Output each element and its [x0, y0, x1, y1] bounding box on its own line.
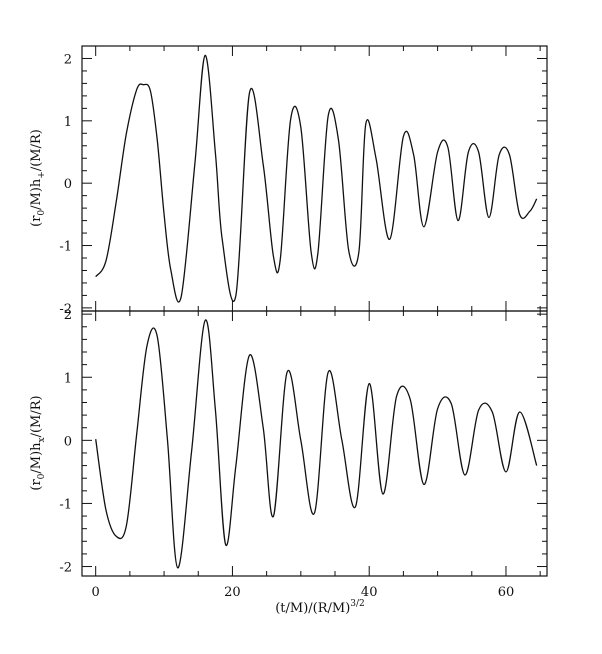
top-plot-frame [81, 45, 548, 312]
x-tick-label: 0 [92, 585, 100, 600]
bottom-y-tick-label: 1 [64, 371, 72, 386]
bottom-panel: -2 -1 0 1 2 0 20 40 60 (r0/M)hx/(M/R) (t/M)/(R/… [29, 308, 548, 616]
bottom-y-tick-label: -2 [59, 561, 72, 576]
top-y-tick-label: 1 [64, 115, 72, 130]
top-y-tick-label: 2 [64, 52, 72, 67]
bottom-plot-frame [81, 310, 548, 577]
x-tick-label: 60 [498, 585, 515, 600]
top-y-axis: -2 -1 0 1 2 [59, 45, 547, 317]
bottom-x-axis: 0 20 40 60 [92, 311, 541, 600]
top-series-line [95, 54, 538, 303]
bottom-series-line [95, 319, 538, 569]
bottom-y-tick-label: 2 [64, 308, 72, 323]
top-y-axis-label: (r0/M)h+/(M/R) [29, 129, 47, 227]
top-y-tick-label: -2 [59, 302, 72, 317]
top-panel: -2 -1 0 1 2 (r0/M)h+/(M/R) [29, 45, 548, 317]
x-tick-label: 20 [224, 585, 241, 600]
bottom-y-axis-label: (r0/M)hx/(M/R) [29, 395, 47, 490]
bottom-y-axis: -2 -1 0 1 2 [59, 308, 547, 576]
top-y-tick-label: -1 [59, 240, 72, 255]
bottom-y-tick-label: -1 [59, 497, 72, 512]
x-axis-label: (t/M)/(R/M)3/2 [275, 599, 365, 616]
bottom-y-tick-label: 0 [64, 434, 72, 449]
x-tick-label: 40 [361, 585, 378, 600]
top-y-tick-label: 0 [64, 177, 72, 192]
